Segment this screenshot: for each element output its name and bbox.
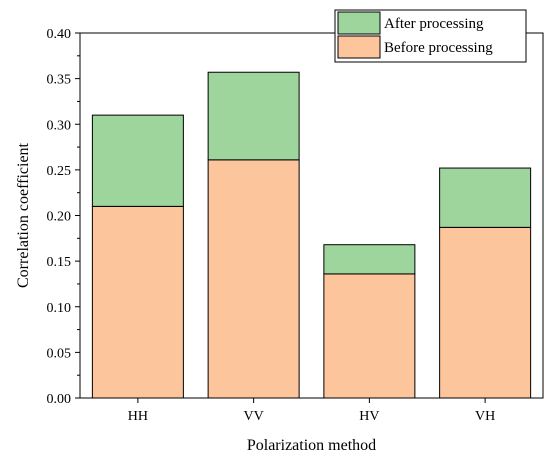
x-tick-label-hv: HV	[359, 409, 379, 424]
x-tick-label-vv: VV	[244, 409, 264, 424]
x-tick-label-vh: VH	[475, 409, 495, 424]
x-tick-label-hh: HH	[128, 409, 148, 424]
x-axis: HH VV HV VH	[128, 398, 495, 424]
y-tick-label: 0.25	[47, 164, 72, 179]
bar-hh-before-processing	[91, 205, 184, 399]
bar-vh-before-processing	[439, 226, 532, 399]
y-tick-label: 0.30	[47, 118, 72, 133]
legend: After processing Before processing	[334, 9, 527, 63]
legend-label-before-processing: Before processing	[384, 40, 493, 56]
y-tick-label: 0.05	[47, 346, 72, 361]
x-axis-title: Polarization method	[247, 437, 376, 454]
y-tick-label: 0.00	[47, 392, 72, 407]
bar-vv-before-processing	[207, 159, 300, 399]
legend-label-after-processing: After processing	[384, 16, 484, 32]
plot-frame	[79, 32, 544, 399]
y-tick-label: 0.40	[47, 27, 72, 42]
bar-hv-after-processing	[323, 244, 416, 275]
y-tick-label: 0.10	[47, 301, 72, 316]
y-tick-label: 0.15	[47, 255, 72, 270]
bars-layer	[91, 71, 532, 399]
bar-hv-before-processing	[323, 273, 416, 399]
y-tick-label: 0.20	[47, 210, 72, 225]
bar-vv-after-processing	[207, 71, 300, 161]
bar-vh-after-processing	[439, 167, 532, 228]
y-axis-title: Correlation coefficient	[15, 142, 32, 288]
y-tick-label: 0.35	[47, 73, 72, 88]
legend-swatch-after-processing	[337, 11, 381, 35]
legend-swatch-before-processing	[337, 35, 381, 59]
y-axis: 0.00 0.05 0.10 0.15 0.20 0.25 0.30 0.35 0.40	[47, 27, 80, 407]
bar-hh-after-processing	[91, 114, 184, 207]
